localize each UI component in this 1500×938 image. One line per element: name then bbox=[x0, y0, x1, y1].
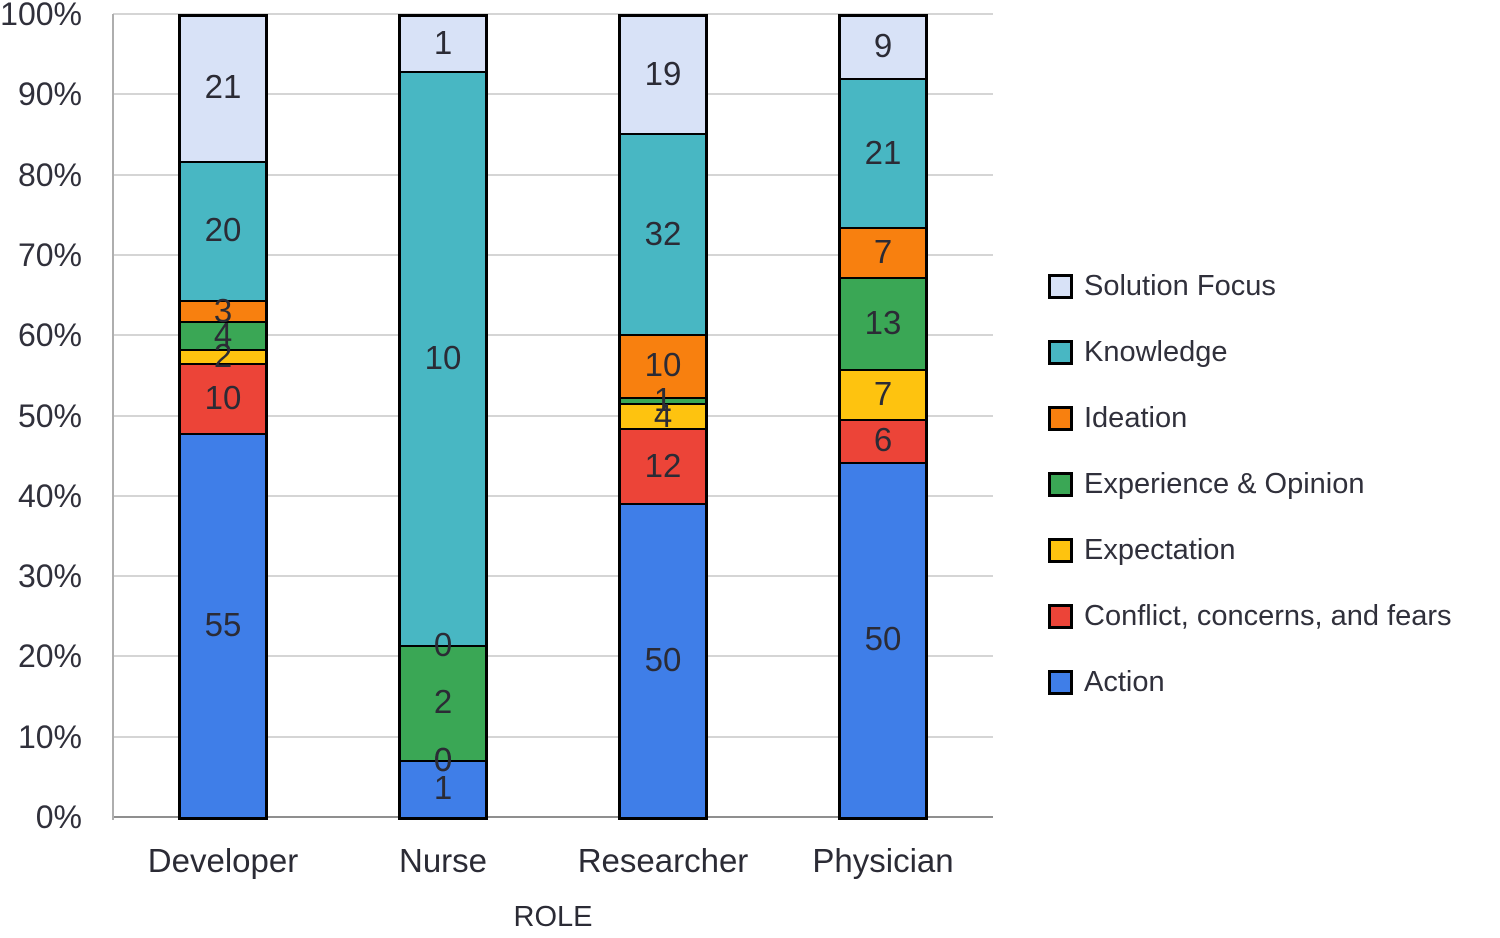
bar-value-label: 32 bbox=[644, 214, 682, 252]
bar-value-label: 21 bbox=[864, 133, 902, 171]
y-tick-label: 10% bbox=[17, 718, 82, 755]
y-tick-label: 20% bbox=[17, 638, 82, 675]
legend-swatch-expectation-icon bbox=[1048, 537, 1073, 563]
x-category-label-nurse: Nurse bbox=[398, 842, 488, 879]
bar-value-label: 2 bbox=[213, 337, 233, 375]
y-tick-label: 30% bbox=[17, 558, 82, 595]
bar-value-label: 7 bbox=[873, 233, 893, 271]
y-tick-label: 40% bbox=[17, 477, 82, 514]
legend-swatch-conflict-concerns-and-fears-icon bbox=[1048, 603, 1073, 629]
gridline bbox=[113, 334, 993, 337]
bar-segment-action bbox=[618, 503, 708, 819]
x-category-label-developer: Developer bbox=[147, 842, 299, 879]
bar-value-label: 12 bbox=[644, 446, 682, 484]
legend-swatch-solution-focus-icon bbox=[1048, 273, 1073, 299]
y-tick-label: 0% bbox=[35, 799, 82, 835]
bar-value-label: 10 bbox=[204, 379, 242, 417]
legend-swatch-experience-opinion-icon bbox=[1048, 471, 1073, 497]
bar-value-label: 3 bbox=[213, 291, 233, 329]
x-category-label-researcher: Researcher bbox=[577, 842, 749, 879]
legend-item-ideation: Ideation bbox=[1048, 385, 1452, 451]
legend-label: Action bbox=[1084, 665, 1165, 698]
gridline bbox=[113, 816, 993, 818]
bar-value-label: 21 bbox=[204, 68, 242, 106]
bar-value-label: 1 bbox=[433, 769, 453, 807]
legend: Solution Focus Knowledge Ideation Experienc… bbox=[1048, 253, 1452, 715]
x-axis-title: ROLE bbox=[513, 901, 593, 933]
gridline bbox=[113, 173, 993, 176]
legend-label: Conflict, concerns, and fears bbox=[1084, 599, 1452, 632]
legend-item-expectation: Expectation bbox=[1048, 517, 1452, 583]
bar-segment-knowledge bbox=[178, 160, 268, 303]
legend-label: Ideation bbox=[1084, 401, 1188, 434]
gridline bbox=[113, 414, 993, 417]
legend-swatch-action-icon bbox=[1048, 669, 1073, 695]
y-tick-label: 90% bbox=[17, 76, 82, 113]
legend-item-knowledge: Knowledge bbox=[1048, 319, 1452, 385]
bar-value-label: 0 bbox=[433, 740, 453, 778]
bar-value-label: 55 bbox=[204, 605, 242, 643]
bar-value-label: 0 bbox=[433, 740, 453, 778]
y-tick-label: 100% bbox=[0, 0, 82, 32]
bar-segment-conflict-concerns-and-fears bbox=[178, 363, 268, 435]
y-tick-label: 60% bbox=[17, 317, 82, 354]
bar-value-label: 6 bbox=[873, 421, 893, 459]
legend-item-action: Action bbox=[1048, 649, 1452, 715]
y-tick-label: 80% bbox=[17, 156, 82, 193]
gridline bbox=[113, 735, 993, 738]
bar-value-label: 9 bbox=[873, 26, 893, 64]
bar-segment-action bbox=[178, 432, 268, 819]
legend-item-conflict-concerns-and-fears: Conflict, concerns, and fears bbox=[1048, 583, 1452, 649]
bar-value-label: 10 bbox=[424, 339, 462, 377]
y-tick-label: 50% bbox=[17, 397, 82, 434]
bar-value-label: 10 bbox=[644, 346, 682, 384]
bar-value-label: 0 bbox=[433, 625, 453, 663]
bar-value-label: 1 bbox=[653, 380, 673, 418]
bar-value-label: 2 bbox=[433, 683, 453, 721]
gridline bbox=[113, 494, 993, 497]
legend-label: Knowledge bbox=[1084, 335, 1228, 368]
bar-value-label: 7 bbox=[873, 375, 893, 413]
gridline bbox=[113, 253, 993, 256]
bar-value-label: 13 bbox=[864, 304, 902, 342]
legend-item-experience-opinion: Experience & Opinion bbox=[1048, 451, 1452, 517]
gridline bbox=[113, 575, 993, 578]
legend-item-solution-focus: Solution Focus bbox=[1048, 253, 1452, 319]
legend-label: Experience & Opinion bbox=[1084, 467, 1365, 500]
bar-value-label: 50 bbox=[644, 641, 682, 679]
y-axis-line bbox=[112, 14, 114, 820]
gridline bbox=[113, 13, 993, 15]
gridline bbox=[113, 93, 993, 96]
legend-label: Solution Focus bbox=[1084, 269, 1276, 302]
x-category-label-physician: Physician bbox=[812, 842, 954, 879]
y-tick-label: 70% bbox=[17, 236, 82, 273]
legend-label: Expectation bbox=[1084, 533, 1236, 566]
bar-value-label: 19 bbox=[644, 54, 682, 92]
bar-segment-experience-opinion bbox=[398, 644, 488, 762]
bar-value-label: 1 bbox=[433, 23, 453, 61]
bar-value-label: 50 bbox=[864, 620, 902, 658]
bar-value-label: 4 bbox=[653, 396, 673, 434]
gridline bbox=[113, 655, 993, 658]
bar-value-label: 4 bbox=[213, 316, 233, 354]
legend-swatch-ideation-icon bbox=[1048, 405, 1073, 431]
legend-swatch-knowledge-icon bbox=[1048, 339, 1073, 365]
bar-value-label: 20 bbox=[204, 211, 242, 249]
